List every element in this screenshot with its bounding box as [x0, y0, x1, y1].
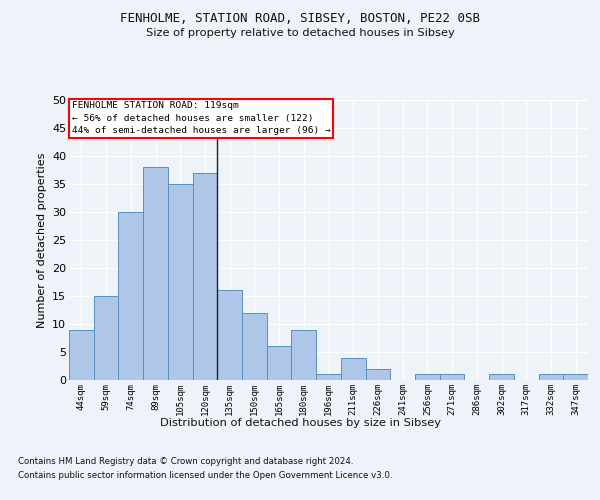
Bar — [563, 374, 588, 380]
Text: Size of property relative to detached houses in Sibsey: Size of property relative to detached ho… — [146, 28, 454, 38]
Bar — [118, 212, 143, 380]
Bar — [489, 374, 514, 380]
Text: FENHOLME STATION ROAD: 119sqm
← 56% of detached houses are smaller (122)
44% of : FENHOLME STATION ROAD: 119sqm ← 56% of d… — [71, 102, 331, 136]
Bar — [415, 374, 440, 380]
Bar — [440, 374, 464, 380]
Text: Contains HM Land Registry data © Crown copyright and database right 2024.: Contains HM Land Registry data © Crown c… — [18, 458, 353, 466]
Bar — [341, 358, 365, 380]
Text: FENHOLME, STATION ROAD, SIBSEY, BOSTON, PE22 0SB: FENHOLME, STATION ROAD, SIBSEY, BOSTON, … — [120, 12, 480, 26]
Bar — [267, 346, 292, 380]
Bar — [316, 374, 341, 380]
Bar — [143, 167, 168, 380]
Bar — [94, 296, 118, 380]
Bar — [292, 330, 316, 380]
Text: Contains public sector information licensed under the Open Government Licence v3: Contains public sector information licen… — [18, 471, 392, 480]
Text: Distribution of detached houses by size in Sibsey: Distribution of detached houses by size … — [160, 418, 440, 428]
Bar — [539, 374, 563, 380]
Bar — [69, 330, 94, 380]
Y-axis label: Number of detached properties: Number of detached properties — [37, 152, 47, 328]
Bar — [193, 173, 217, 380]
Bar — [242, 313, 267, 380]
Bar — [168, 184, 193, 380]
Bar — [365, 369, 390, 380]
Bar — [217, 290, 242, 380]
